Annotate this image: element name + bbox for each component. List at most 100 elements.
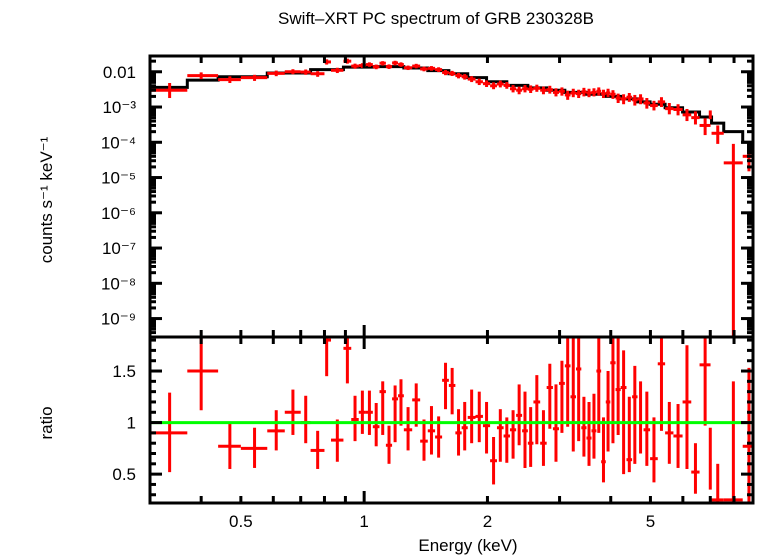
spectrum-data-point [372,64,380,70]
ratio-data-point [331,419,344,462]
ratio-data-point [682,345,692,469]
ratio-data-point [610,337,616,444]
axis-ticks [150,56,753,503]
ratio-data-point [564,337,571,427]
spectrum-data-point [187,72,219,80]
spectrum-data-point [455,72,462,79]
ratio-data-point [575,337,582,442]
ratio-data-point [284,389,301,435]
ratio-data-point [637,381,644,454]
ratio-data-point [379,381,386,435]
spectrum-data-point [284,69,301,75]
x-tick-label: 0.5 [229,512,253,531]
spectrum-data-point [564,90,571,100]
ratio-frame [148,335,755,505]
ratio-data-point [392,385,399,443]
spectrum-data-point [218,76,241,84]
spectrum-data-point [267,70,285,77]
ratio-data-point [691,443,700,494]
y-tick-label: 0.01 [103,63,136,82]
x-tick-label: 2 [483,512,492,531]
spectrum-data-point [711,125,724,144]
ratio-data-point [711,463,724,503]
spectrum-data-point [665,103,674,115]
spectrum-data-point [420,66,428,72]
y-tick-label: 10⁻⁵ [101,169,136,188]
ratio-data-point [267,410,285,451]
ratio-data-point [665,401,674,464]
spectrum-data-point [626,92,633,102]
ratio-data-point [310,430,325,469]
spectrum-data-point [591,88,597,97]
spectrum-data-point [682,108,692,122]
ratio-data-point [601,417,606,483]
spectrum-data-point [708,110,712,120]
ratio-data-point [150,392,188,473]
spectrum-data-point [575,89,582,99]
spectrum-data-point [516,86,523,95]
ratio-data-point [605,371,611,452]
spectrum-data-point [503,82,510,89]
spectrum-data-point [527,85,534,93]
spectrum-data-point [365,62,373,67]
ratio-data-point [427,406,436,455]
y-tick-label: 10⁻⁶ [101,204,136,223]
ratio-data-point [626,396,633,473]
ratio-data-point [490,437,497,485]
spectrum-data-point [435,67,443,73]
spectrum-data-point [310,71,325,77]
spectrum-data-point [351,63,359,69]
y-tick-label: 10⁻⁸ [101,274,136,293]
spectrum-data-point [150,83,188,99]
spectrum-data-point [482,80,491,87]
ratio-data-point [632,365,638,464]
ratio-data-point [620,350,627,475]
spectrum-data-point [300,69,311,75]
spectrum-data-point [605,88,611,98]
ratio-data-point [372,402,380,447]
ratio-data-point [475,391,483,443]
ratio-panel [150,337,753,503]
spectrum-data-point [412,63,421,69]
spectrum-data [150,58,753,337]
ratio-data-point [522,391,528,468]
ratio-data-point [187,337,219,411]
ratio-data-point [742,367,753,503]
ratio-data-point [586,401,592,466]
ratio-data-point [442,362,449,410]
ratio-data-point [351,395,359,442]
spectrum-data-point [240,74,268,81]
spectrum-data-point [540,86,547,95]
spectrum-data-point [601,89,606,99]
ratio-data-point [591,393,597,459]
y-axis-label-ratio: ratio [37,406,56,439]
ratio-data-point [240,427,268,468]
spectrum-data-point [723,143,743,337]
ratio-data-point [496,409,504,462]
ratio-tick-label: 1 [127,414,136,433]
spectrum-data-point [637,94,644,105]
spectrum-data-point [398,62,404,67]
ratio-tick-label: 1.5 [112,362,136,381]
spectrum-data-point [448,70,456,76]
spectrum-data-point [581,87,587,97]
ratio-data-point [699,337,711,426]
ratio-data-point [596,337,602,433]
spectrum-data-point [509,85,517,93]
spectrum-data-point [673,104,683,116]
ratio-data-point [503,417,510,463]
ratio-data-point [448,367,456,415]
spectrum-data-point [461,74,468,80]
ratio-data-point [527,407,534,467]
spectrum-data-point [699,118,711,136]
ratio-data-point [467,389,476,444]
spectrum-data-point [427,66,436,71]
spectrum-data-point [620,94,627,105]
spectrum-data-point [586,88,592,98]
spectrum-data-point [691,111,700,125]
ratio-data-point [365,390,373,435]
ratio-data-point [412,383,421,427]
ratio-data-point [673,404,683,468]
spectrum-data-point [643,98,651,109]
